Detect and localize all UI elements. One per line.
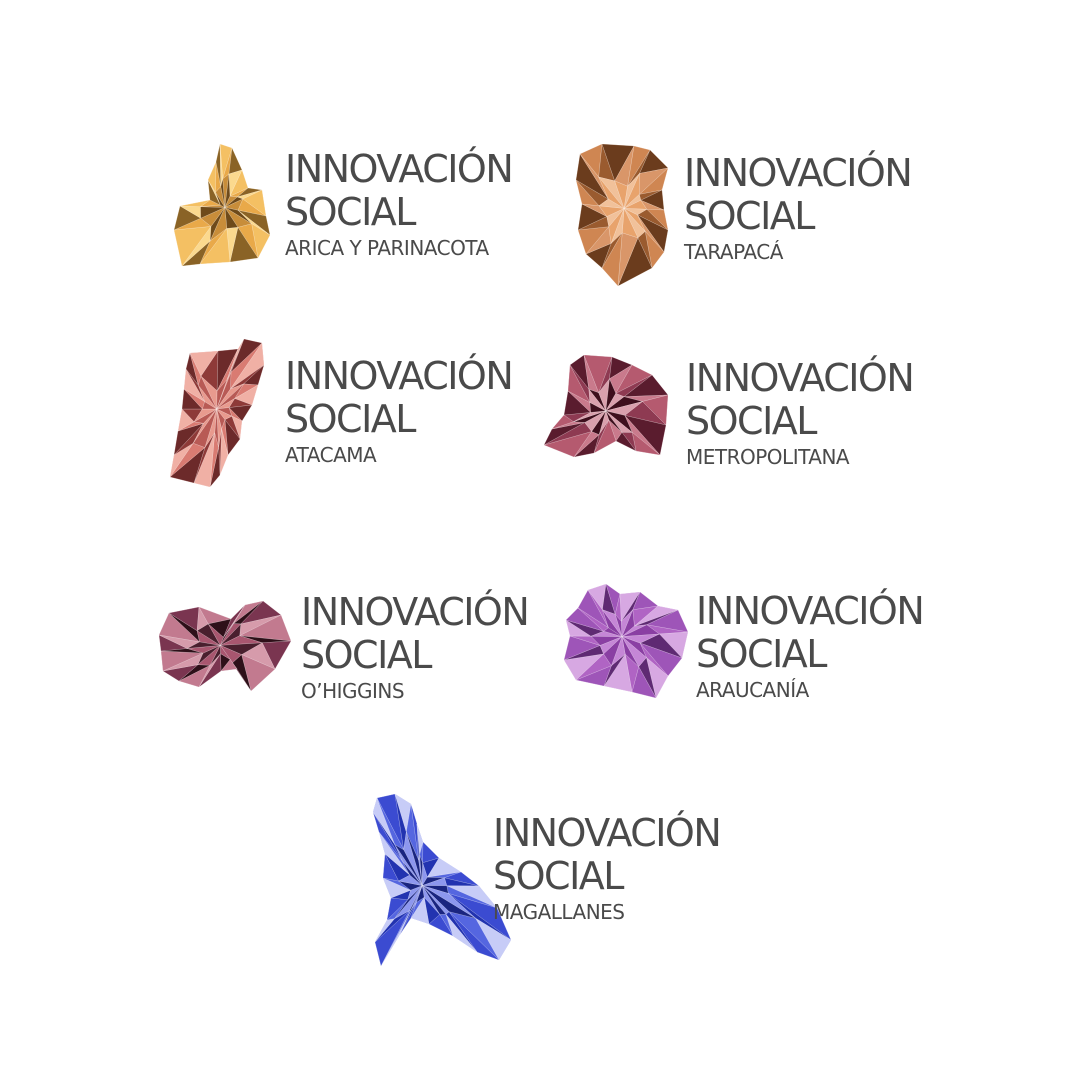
logo-arica-y-parinacota: INNOVACIÓN SOCIAL ARICA Y PARINACOTA	[170, 140, 530, 280]
facet	[394, 844, 423, 886]
facet	[588, 388, 606, 412]
region-map-araucania-icon	[563, 583, 689, 699]
facet	[198, 375, 217, 410]
facet	[220, 178, 226, 208]
logo-araucania: INNOVACIÓN SOCIAL ARAUCANÍA	[560, 580, 925, 710]
logo-line-2: SOCIAL	[285, 190, 416, 234]
logo-region-label: ARICA Y PARINACOTA	[285, 236, 489, 260]
logo-magallanes: INNOVACIÓN SOCIAL MAGALLANES	[365, 790, 722, 970]
logo-metropolitana: INNOVACIÓN SOCIAL METROPOLITANA	[540, 345, 920, 485]
logo-line-2: SOCIAL	[686, 399, 817, 443]
facet	[598, 176, 625, 209]
region-map-magallanes-icon	[372, 793, 512, 967]
logo-region-label: TARAPACÁ	[684, 240, 783, 264]
logo-line-1: INNOVACIÓN	[285, 147, 514, 191]
region-map-tarapaca-icon	[575, 143, 669, 287]
logo-region-label: ATACAMA	[285, 443, 377, 467]
region-map-ohiggins-icon	[158, 600, 292, 692]
logo-region-label: METROPOLITANA	[686, 445, 850, 469]
logo-line-2: SOCIAL	[696, 632, 827, 676]
facet	[603, 627, 623, 637]
logo-line-1: INNOVACIÓN	[285, 354, 514, 398]
logo-region-label: ARAUCANÍA	[696, 678, 809, 702]
logo-atacama: INNOVACIÓN SOCIAL ATACAMA	[160, 335, 520, 490]
logo-region-label: O’HIGGINS	[301, 679, 405, 703]
logo-line-1: INNOVACIÓN	[684, 151, 913, 195]
region-map-atacama-icon	[169, 338, 265, 488]
logo-line-1: INNOVACIÓN	[493, 811, 722, 855]
logo-tarapaca: INNOVACIÓN SOCIAL TARAPACÁ	[572, 140, 913, 290]
logo-line-2: SOCIAL	[301, 633, 432, 677]
logo-line-2: SOCIAL	[493, 854, 624, 898]
logo-region-label: MAGALLANES	[493, 900, 625, 924]
logo-line-1: INNOVACIÓN	[696, 589, 925, 633]
logo-line-1: INNOVACIÓN	[301, 590, 530, 634]
logo-line-1: INNOVACIÓN	[686, 356, 915, 400]
logo-line-2: SOCIAL	[285, 397, 416, 441]
logo-ohiggins: INNOVACIÓN SOCIAL O’HIGGINS	[155, 585, 535, 720]
region-map-arica-icon	[173, 143, 271, 267]
logo-line-2: SOCIAL	[684, 194, 815, 238]
facet	[187, 641, 221, 649]
region-map-metropolitana-icon	[543, 354, 669, 458]
